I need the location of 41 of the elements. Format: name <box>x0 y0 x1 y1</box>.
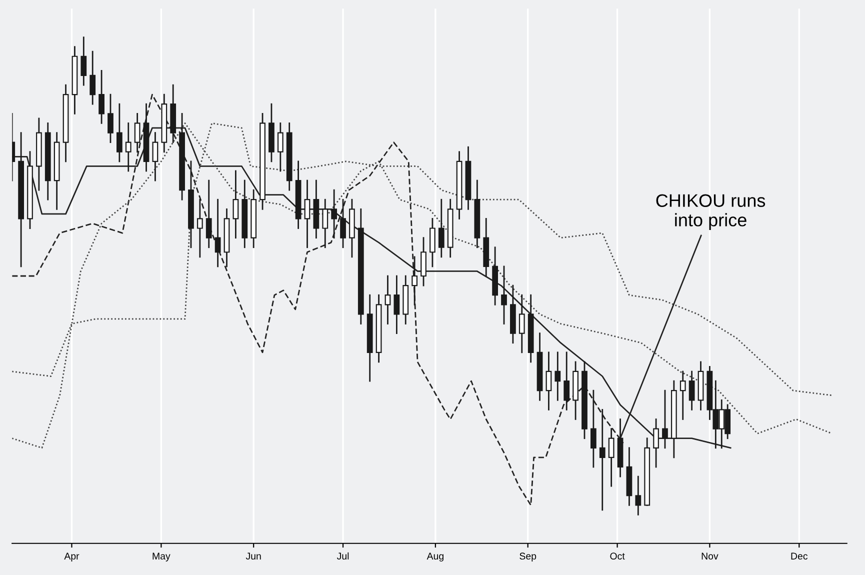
candlestick <box>98 70 104 124</box>
candlestick <box>688 370 695 410</box>
candlestick <box>420 237 426 286</box>
candlestick <box>80 36 87 86</box>
candlestick <box>214 198 221 268</box>
x-tick-label: Sep <box>520 552 536 562</box>
candlestick <box>108 94 114 144</box>
candlestick <box>90 50 96 105</box>
candlestick <box>412 256 418 306</box>
candlestick <box>116 103 122 162</box>
candlestick <box>501 266 507 324</box>
candlestick <box>206 180 212 248</box>
candlestick <box>554 352 561 401</box>
x-tick-label: Dec <box>791 552 808 560</box>
candlestick <box>232 170 239 238</box>
candlestick <box>394 275 400 334</box>
candlestick <box>340 198 346 248</box>
x-tick-label: Oct <box>610 552 625 560</box>
candlestick <box>196 198 203 258</box>
annotation: CHIKOU runs into price <box>656 194 766 230</box>
candlestick <box>152 132 158 182</box>
candlestick <box>635 476 642 516</box>
candlestick <box>331 189 338 238</box>
candlestick <box>680 370 686 420</box>
candlestick <box>438 198 444 258</box>
x-tick-label: Nov <box>702 552 718 560</box>
candlestick <box>384 275 391 324</box>
x-tick-label: Jul <box>336 552 349 560</box>
candlestick <box>518 294 525 354</box>
candlestick <box>277 122 284 172</box>
x-tick-label: May <box>152 552 170 562</box>
x-tick-label: Jun <box>246 552 261 560</box>
candlestick <box>322 198 328 248</box>
x-tick-label: Apr <box>64 552 80 562</box>
candlestick <box>304 180 310 248</box>
candlestick <box>134 112 140 153</box>
candlestick <box>564 352 570 410</box>
candlestick <box>590 390 596 468</box>
x-tick-label: Aug <box>426 552 444 562</box>
candlestick <box>546 352 552 410</box>
candlestick <box>608 428 614 487</box>
